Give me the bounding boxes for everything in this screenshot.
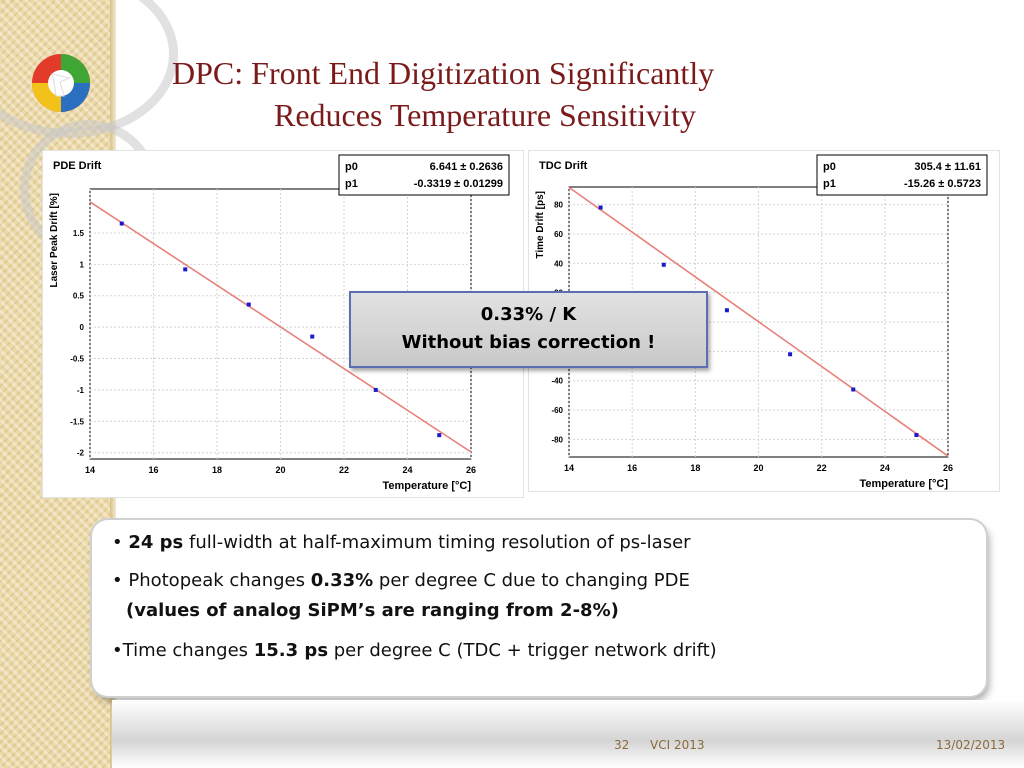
footer-event: VCI 2013 (650, 738, 705, 752)
tdc-data-point (914, 432, 919, 437)
pde-y-tick-label: -2 (77, 449, 85, 458)
pde-chart-title: PDE Drift (53, 160, 102, 172)
tdc-y-tick-label: -80 (551, 435, 563, 444)
bullet-2-bold: 0.33% (310, 570, 374, 591)
tdc-stats-value: -15.26 ± 0.5723 (904, 178, 981, 190)
bullet-1-bold: 24 ps (128, 532, 184, 553)
tdc-x-tick-label: 24 (880, 463, 890, 473)
pde-y-tick-label: -1 (77, 386, 85, 395)
tdc-y-tick-label: 80 (554, 201, 563, 210)
tdc-data-point (661, 262, 666, 267)
pde-data-point (183, 267, 188, 272)
pde-y-tick-label: 1.5 (73, 229, 85, 238)
pde-x-tick-label: 14 (85, 465, 95, 475)
callout-box: 0.33% / K Without bias correction ! (349, 291, 708, 368)
tdc-stats-value: 305.4 ± 11.61 (914, 161, 981, 173)
footer-page-number: 32 (614, 738, 630, 752)
tdc-stats-box (816, 154, 988, 196)
bullet-item-1: • 24 ps full-width at half-maximum timin… (112, 532, 691, 553)
pde-data-point (310, 334, 315, 339)
tdc-x-tick-label: 26 (943, 463, 953, 473)
pde-y-tick-label: 0 (80, 323, 85, 332)
tdc-x-tick-label: 14 (564, 463, 574, 473)
pde-stats-value: 6.641 ± 0.2636 (430, 161, 503, 173)
bullet-2-sub-text: (values of analog SiPM’s are ranging fro… (126, 600, 619, 621)
tdc-data-point (851, 387, 856, 392)
tdc-x-tick-label: 22 (817, 463, 827, 473)
pde-x-tick-label: 18 (212, 465, 222, 475)
callout-line2: Without bias correction ! (401, 332, 656, 353)
bullet-2-text: per degree C due to changing PDE (373, 570, 690, 591)
logo-icon (32, 54, 90, 112)
pde-data-point (373, 387, 378, 392)
tdc-stats-name: p0 (823, 161, 836, 173)
pde-data-point (437, 433, 442, 438)
slide-title-line1: DPC: Front End Digitization Significantl… (172, 55, 715, 91)
pde-x-axis-label: Temperature [°C] (382, 480, 471, 492)
pde-y-tick-label: 1 (80, 260, 85, 269)
pde-x-tick-label: 24 (402, 465, 412, 475)
footer-date: 13/02/2013 (936, 738, 1006, 752)
pde-x-tick-label: 22 (339, 465, 349, 475)
pde-drift-chart: 14 16 18 20 22 24 26 -2 -1.5 -1 -0.5 0 0.5 1 1.5 PDE Dr… (49, 154, 510, 492)
tdc-y-axis-label: Time Drift [ps] (535, 191, 546, 259)
tdc-fit-line (568, 186, 949, 457)
pde-y-tick-label: -1.5 (70, 417, 84, 426)
tdc-stats-name: p1 (823, 178, 836, 190)
pde-x-tick-label: 16 (148, 465, 158, 475)
bullet-item-2: • Photopeak changes 0.33% per degree C d… (112, 570, 690, 591)
tdc-data-point (788, 352, 793, 357)
bullet-3-pre: Time changes (122, 640, 254, 661)
slide-title-line2: Reduces Temperature Sensitivity (274, 97, 696, 133)
tdc-y-tick-label: 60 (554, 230, 563, 239)
bullet-3-bold: 15.3 ps (253, 640, 329, 661)
pde-fit-line (89, 201, 472, 453)
pde-x-tick-label: 20 (275, 465, 285, 475)
tdc-y-tick-label: 40 (554, 259, 563, 268)
pde-data-point (119, 221, 124, 226)
tdc-data-point (598, 205, 603, 210)
tdc-x-tick-label: 20 (753, 463, 763, 473)
callout-line1: 0.33% / K (480, 304, 577, 325)
bullet-2-pre: Photopeak changes (128, 570, 311, 591)
bullet-3-text: per degree C (TDC + trigger network drif… (328, 640, 717, 661)
bullet-list-box: • 24 ps full-width at half-maximum timin… (92, 520, 986, 696)
pde-drift-panel: 14 16 18 20 22 24 26 -2 -1.5 -1 -0.5 0 0.5 1 1.5 PDE Dr… (42, 150, 524, 498)
bullet-item-2-sub: (values of analog SiPM’s are ranging fro… (126, 598, 619, 624)
pde-stats-value: -0.3319 ± 0.01299 (414, 178, 503, 190)
pde-y-tick-label: 0.5 (73, 292, 85, 301)
tdc-x-tick-label: 18 (690, 463, 700, 473)
tdc-data-point (724, 308, 729, 313)
pde-y-tick-label: -0.5 (70, 355, 84, 364)
bullet-1-text: full-width at half-maximum timing resolu… (183, 532, 691, 553)
pde-stats-name: p0 (345, 161, 358, 173)
pde-y-axis-label: Laser Peak Drift [%] (49, 193, 60, 287)
footer-bar (112, 700, 1024, 768)
tdc-x-tick-label: 16 (627, 463, 637, 473)
bullet-item-3: •Time changes 15.3 ps per degree C (TDC … (112, 640, 717, 661)
pde-x-tick-label: 26 (466, 465, 476, 475)
tdc-chart-title: TDC Drift (539, 160, 588, 172)
pde-stats-box (338, 154, 510, 196)
pde-stats-name: p1 (345, 178, 358, 190)
tdc-y-tick-label: -60 (551, 406, 563, 415)
tdc-y-tick-label: -40 (551, 377, 563, 386)
tdc-x-axis-label: Temperature [°C] (859, 478, 948, 490)
pde-data-point (246, 302, 251, 307)
slide-title: DPC: Front End Digitization Significantl… (150, 52, 870, 136)
